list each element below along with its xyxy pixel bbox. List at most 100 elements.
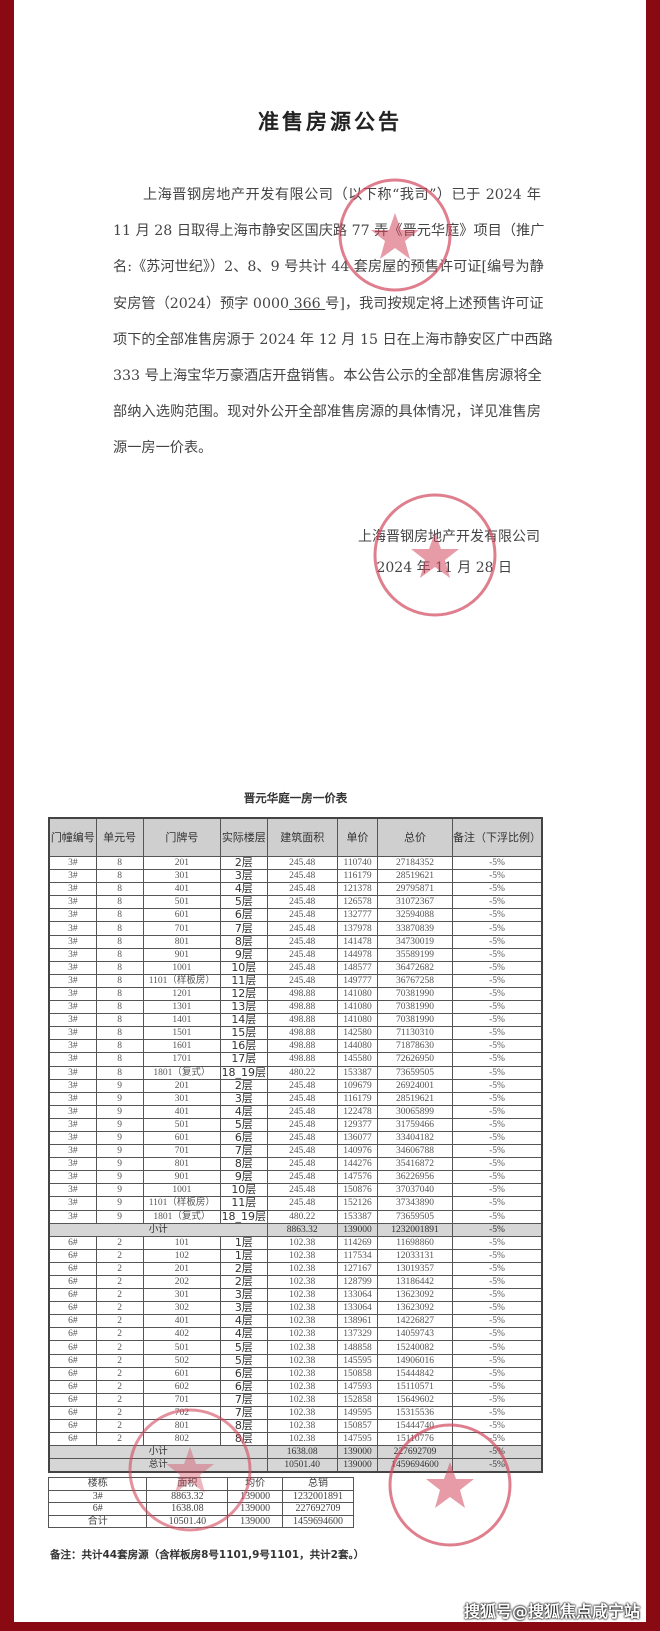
unit-cell: 8	[95, 1052, 144, 1067]
discount-cell: -5%	[451, 934, 543, 949]
discount-cell: -5%	[451, 1288, 543, 1303]
discount-cell: -5%	[451, 1039, 543, 1054]
floor-cell: 6层	[220, 1130, 268, 1146]
unit-price-cell: 141478	[336, 934, 379, 949]
unit-cell: 8	[95, 934, 144, 949]
unit-price-cell: 128799	[336, 1274, 379, 1290]
signature-company: 上海晋钢房地产开发有限公司	[358, 529, 540, 545]
subtotal-label: 小计	[48, 1445, 268, 1460]
floor-cell: 12层	[220, 986, 268, 1002]
unit-cell: 2	[95, 1405, 144, 1421]
unit-cell: 9	[95, 1144, 144, 1159]
floor-cell: 1层	[220, 1248, 268, 1263]
building-cell: 3#	[48, 1104, 97, 1119]
table-row: 3# 8 801 8层 245.48 141478 34730019 -5%	[48, 934, 543, 949]
unit-price-cell: 122478	[336, 1104, 379, 1119]
unit-price-cell: 147595	[336, 1432, 379, 1447]
unit-cell: 8	[95, 960, 144, 975]
total-price-cell: 14226827	[377, 1314, 453, 1329]
discount-cell: -5%	[451, 1405, 543, 1421]
room-cell: 901	[142, 947, 222, 962]
area-cell: 245.48	[266, 895, 338, 910]
total-price-cell: 30065899	[377, 1104, 453, 1119]
room-cell: 101	[142, 1235, 222, 1250]
room-cell: 502	[142, 1353, 222, 1368]
unit-cell: 2	[95, 1248, 144, 1263]
unit-price-cell: 132777	[336, 908, 379, 923]
floor-cell: 4层	[220, 1104, 268, 1119]
room-cell: 701	[142, 1144, 222, 1159]
table-row: 6# 2 302 3层 102.38 133064 13623092 -5%	[48, 1301, 543, 1316]
area-cell: 245.48	[266, 1078, 338, 1093]
building-cell: 6#	[48, 1235, 97, 1250]
building-cell: 3#	[48, 1026, 97, 1041]
total-price-cell: 15649602	[377, 1392, 453, 1407]
total-price-cell: 71878630	[377, 1039, 453, 1054]
bottom-bar	[0, 1622, 660, 1631]
permit-suffix: 号]，我司按规定将上述预售许可证	[325, 295, 544, 312]
permit-number-text: 366	[293, 295, 321, 312]
column-header: 门幢编号	[48, 817, 97, 857]
building-cell: 3#	[48, 1183, 97, 1198]
table-row: 6# 2 202 2层 102.38 128799 13186442 -5%	[48, 1274, 543, 1290]
building-cell: 3#	[48, 986, 97, 1002]
table-row: 6# 2 102 1层 102.38 117534 12033131 -5%	[48, 1248, 543, 1263]
room-cell: 301	[142, 869, 222, 884]
area-cell: 245.48	[266, 960, 338, 975]
unit-cell: 2	[95, 1327, 144, 1342]
total-price-cell: 12033131	[377, 1248, 453, 1263]
area-cell: 245.48	[266, 947, 338, 962]
total-price-cell: 13623092	[377, 1301, 453, 1316]
unit-cell: 8	[95, 1013, 144, 1028]
unit-price-cell: 144978	[336, 947, 379, 962]
unit-cell: 8	[95, 895, 144, 910]
table-row: 3# 8 1401 14层 498.88 141080 70381990 -5%	[48, 1013, 543, 1028]
total-price-cell: 35589199	[377, 947, 453, 962]
signature-date: 2024 年 11 月 28 日	[376, 560, 512, 576]
building-cell: 3#	[48, 869, 97, 884]
total-price-cell: 31759466	[377, 1117, 453, 1132]
discount-cell: -5%	[451, 960, 543, 975]
table-row: 3# 8 601 6层 245.48 132777 32594088 -5%	[48, 908, 543, 923]
building-cell: 6#	[48, 1432, 97, 1447]
building-cell: 3#	[48, 1078, 97, 1093]
floor-cell: 16层	[220, 1039, 268, 1054]
building-cell: 6#	[48, 1405, 97, 1421]
unit-price-cell: 147593	[336, 1379, 379, 1394]
total-price-cell: 70381990	[377, 1013, 453, 1028]
total-price-cell: 31072367	[377, 895, 453, 910]
total-price-cell: 13019357	[377, 1261, 453, 1277]
building-cell: 6#	[48, 1419, 97, 1434]
building-cell: 3#	[48, 1144, 97, 1159]
building-cell: 3#	[48, 908, 97, 923]
discount-cell: -5%	[451, 1065, 543, 1080]
unit-cell: 8	[95, 855, 144, 871]
building-cell: 6#	[48, 1327, 97, 1342]
summary-cell: 6#	[47, 1502, 148, 1516]
building-cell: 3#	[48, 1196, 97, 1211]
room-cell: 1301	[142, 1000, 222, 1015]
discount-cell: -5%	[451, 1274, 543, 1290]
room-cell: 1201	[142, 986, 222, 1002]
room-cell: 401	[142, 1104, 222, 1119]
table-row: 6# 2 601 6层 102.38 150858 15444842 -5%	[48, 1366, 543, 1381]
area-cell: 102.38	[266, 1419, 338, 1434]
unit-cell: 9	[95, 1183, 144, 1198]
area-cell: 102.38	[266, 1274, 338, 1290]
unit-cell: 8	[95, 973, 144, 988]
summary-column-header: 楼栋	[47, 1477, 148, 1491]
floor-cell: 11层	[220, 973, 268, 988]
area-cell: 245.48	[266, 1091, 338, 1106]
subtotal-label: 小计	[48, 1222, 268, 1237]
summary-row: 6# 1638.08 139000 227692709	[47, 1502, 354, 1516]
unit-cell: 2	[95, 1274, 144, 1290]
floor-cell: 6层	[220, 1379, 268, 1394]
floor-cell: 5层	[220, 1117, 268, 1132]
unit-cell: 9	[95, 1104, 144, 1119]
unit-price-cell: 145595	[336, 1353, 379, 1368]
total-price-cell: 13623092	[377, 1288, 453, 1303]
area-cell: 245.48	[266, 1144, 338, 1159]
summary-cell: 1638.08	[146, 1502, 229, 1516]
summary-cell: 8863.32	[146, 1489, 229, 1503]
table-row: 6# 2 101 1层 102.38 114269 11698860 -5%	[48, 1235, 543, 1250]
